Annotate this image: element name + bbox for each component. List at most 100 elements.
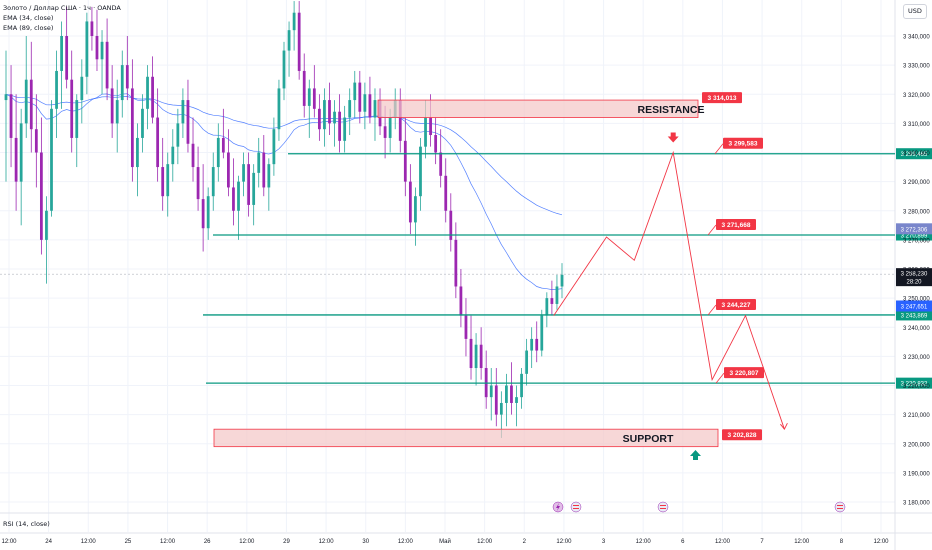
candle-body xyxy=(120,65,124,101)
candle xyxy=(34,94,38,188)
candle-body xyxy=(125,65,129,89)
candle-body xyxy=(29,79,33,130)
price-tick-label: 3 220,000 xyxy=(903,384,930,390)
candle-body xyxy=(156,117,160,168)
candle xyxy=(403,117,407,197)
candle-body xyxy=(110,88,114,124)
candle-body xyxy=(439,152,443,176)
ema89-legend[interactable]: EMA (89, close) xyxy=(3,24,54,32)
candle-body xyxy=(398,100,402,141)
us-flag-icon xyxy=(834,501,846,513)
candle xyxy=(232,158,235,226)
candle-body xyxy=(90,21,94,36)
currency-button[interactable]: USD xyxy=(903,4,927,19)
symbol-title[interactable]: Золото / Доллар США · 1ч · OANDA xyxy=(3,4,121,12)
support-zone: SUPPORT 3 202,828 xyxy=(213,428,762,448)
candle xyxy=(252,164,256,226)
candle xyxy=(535,321,539,363)
ema34-legend[interactable]: EMA (34, close) xyxy=(3,14,54,22)
level-axis-text: 3 299,465 xyxy=(901,152,928,158)
candle xyxy=(206,187,210,240)
candle-body xyxy=(540,315,544,351)
time-tick-label: Май xyxy=(439,538,451,545)
candle xyxy=(358,70,362,124)
candle xyxy=(414,187,417,246)
candle-body xyxy=(196,167,200,200)
time-tick-label: 7 xyxy=(760,539,764,545)
candle xyxy=(282,41,286,101)
candle-body xyxy=(141,108,144,138)
candle-body xyxy=(115,100,119,124)
candle xyxy=(85,12,89,95)
candle-body xyxy=(408,181,412,223)
price-tick-label: 3 190,000 xyxy=(903,471,930,477)
zone-tag xyxy=(702,92,742,104)
candle xyxy=(105,18,109,101)
level-tag xyxy=(716,298,756,310)
rsi-pane-label[interactable]: RSI (14, close) xyxy=(3,520,50,528)
candle xyxy=(560,263,564,299)
candle xyxy=(469,315,473,380)
candle-body xyxy=(444,175,448,211)
time-tick-label: 25 xyxy=(125,539,132,545)
candle xyxy=(9,65,13,168)
candle xyxy=(272,117,276,176)
candle-body xyxy=(75,100,79,138)
time-tick-label: 12:00 xyxy=(636,539,652,545)
event-marker xyxy=(657,501,669,513)
candle xyxy=(216,123,220,182)
sell-arrow-icon xyxy=(667,132,679,143)
ema89-axis-tag-text: 3 272,306 xyxy=(901,227,928,233)
candle xyxy=(45,196,48,284)
zone-box xyxy=(377,99,699,118)
candle-body xyxy=(176,123,180,147)
candle xyxy=(449,193,453,252)
price-tick-label: 3 340,000 xyxy=(903,35,930,41)
candle-body xyxy=(80,76,84,101)
candle-body xyxy=(328,100,331,124)
candle xyxy=(343,105,347,153)
zone-tag-text: 3 314,013 xyxy=(708,95,737,102)
level-axis-tag xyxy=(896,377,932,389)
candle-body xyxy=(338,111,341,141)
candle-body xyxy=(9,94,13,138)
candle-body xyxy=(555,286,559,304)
candle-body xyxy=(363,94,367,112)
candle-body xyxy=(34,129,38,153)
candle xyxy=(323,88,326,147)
candle-body xyxy=(560,274,564,287)
price-tick-label: 3 310,000 xyxy=(903,122,930,128)
candle xyxy=(520,368,523,409)
candle-body xyxy=(85,21,89,77)
candle-body xyxy=(130,88,134,168)
level-tag-text: 3 271,668 xyxy=(722,222,751,229)
candle xyxy=(201,164,205,252)
candle xyxy=(130,59,134,182)
candle xyxy=(368,76,372,124)
candle xyxy=(4,50,8,182)
ema89-line xyxy=(5,93,563,216)
candle-body xyxy=(550,298,554,304)
candle-body xyxy=(252,172,256,205)
candle-body xyxy=(45,210,48,240)
flag-stripe xyxy=(660,508,666,509)
candle xyxy=(464,298,468,357)
candle-body xyxy=(136,137,139,168)
candle xyxy=(454,222,458,299)
time-tick-label: 6 xyxy=(681,539,685,545)
level-tag-pointer xyxy=(707,304,717,316)
candle-body xyxy=(520,373,523,398)
candle xyxy=(166,152,170,217)
time-tick-label: 12:00 xyxy=(160,539,176,545)
level-tag-pointer xyxy=(714,143,724,154)
candle xyxy=(489,368,493,421)
candle-body xyxy=(70,79,74,138)
candle xyxy=(60,21,63,109)
zone-name: RESISTANCE xyxy=(638,104,705,116)
candle xyxy=(525,338,529,386)
ema34-axis-tag-text: 3 247,651 xyxy=(901,304,928,310)
candle-body xyxy=(499,402,503,415)
candle xyxy=(444,158,448,223)
candle-body xyxy=(151,76,154,118)
